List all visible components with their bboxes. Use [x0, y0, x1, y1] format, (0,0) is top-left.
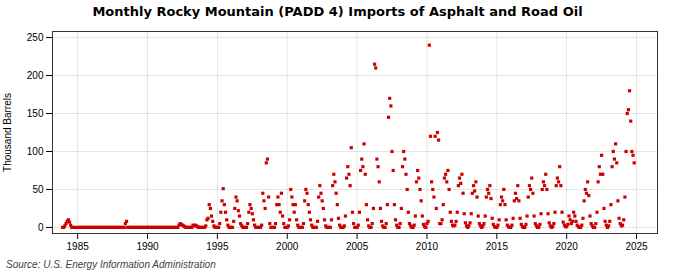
svg-text:2015: 2015 — [486, 241, 509, 252]
svg-text:2000: 2000 — [276, 241, 299, 252]
svg-text:200: 200 — [27, 70, 44, 81]
svg-text:50: 50 — [32, 184, 44, 195]
svg-text:2025: 2025 — [625, 241, 648, 252]
svg-text:250: 250 — [27, 32, 44, 43]
svg-text:1985: 1985 — [67, 241, 90, 252]
svg-text:0: 0 — [38, 222, 44, 233]
svg-text:100: 100 — [27, 146, 44, 157]
svg-text:2005: 2005 — [346, 241, 369, 252]
svg-text:150: 150 — [27, 108, 44, 119]
svg-text:2010: 2010 — [416, 241, 439, 252]
svg-text:2020: 2020 — [556, 241, 579, 252]
html-text:Source: U.S. Energy Informatio: Source: U.S. Energy Information Administ… — [6, 259, 216, 270]
svg-text:1990: 1990 — [136, 241, 159, 252]
svg-text:1995: 1995 — [206, 241, 229, 252]
html-text:Monthly Rocky Mountain (PADD 4: Monthly Rocky Mountain (PADD 4) Imports … — [92, 4, 583, 19]
svg-text:Thousand Barrels: Thousand Barrels — [2, 93, 13, 172]
